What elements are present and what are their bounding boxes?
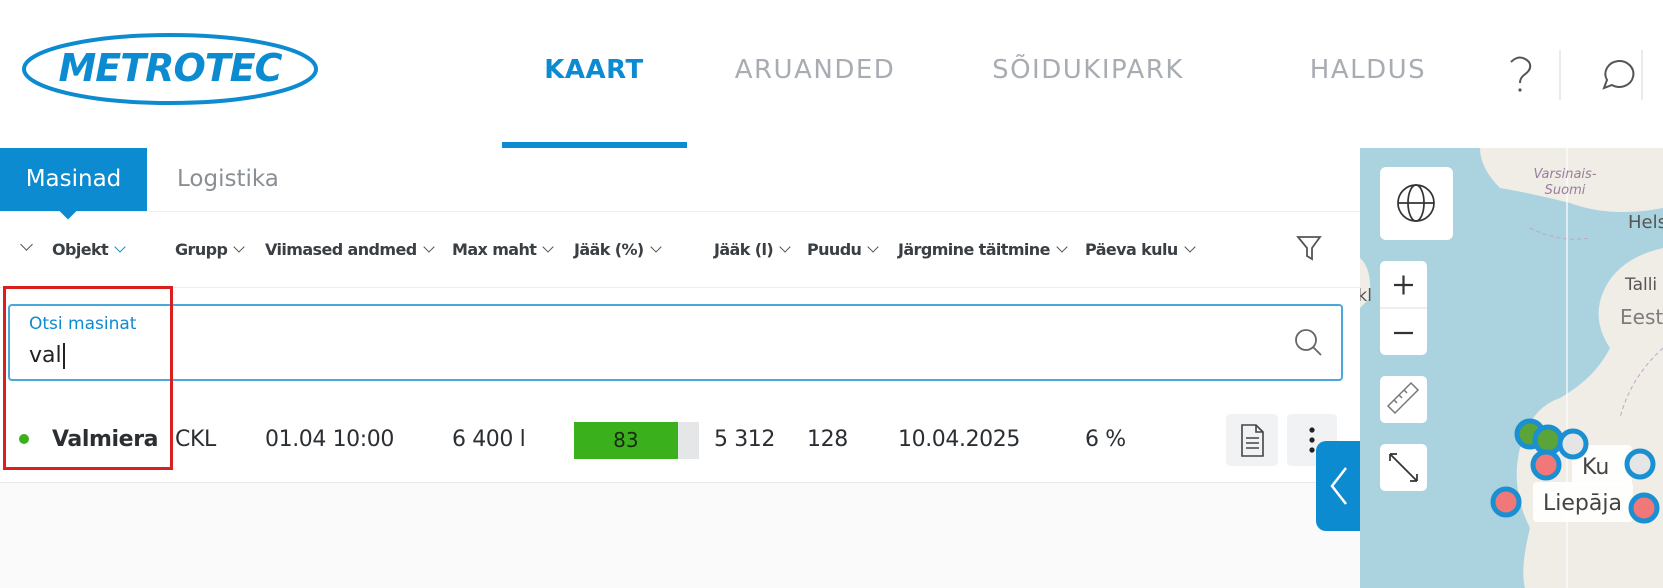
nav-underline [502,142,687,148]
cell: 10.04.2025 [898,427,1020,452]
tab[interactable]: Logistika [177,166,279,192]
status-dot [19,434,29,444]
column-header[interactable]: Päeva kulu [1085,240,1194,259]
map-label: Hels [1628,212,1663,233]
help-icon[interactable] [1510,56,1532,84]
map-label: ckl [1360,286,1372,306]
land [1480,148,1663,212]
column-header[interactable]: Grupp [175,240,243,259]
cell: 6 400 l [452,427,526,452]
column-header[interactable]: Max maht [452,240,552,259]
column-header[interactable]: Objekt [52,240,124,259]
map-label: Liepāja [1543,491,1622,516]
level-fill: 83 [574,422,678,459]
column-header[interactable]: Jääk (%) [574,240,660,259]
marker[interactable] [1624,448,1656,480]
logo-text: METROTEC [58,46,282,90]
marker[interactable] [1532,424,1564,456]
search-icon[interactable] [1294,328,1324,358]
column-header[interactable]: Viimased andmed [265,240,433,259]
cell: 01.04 10:00 [265,427,394,452]
help-dot [1518,88,1522,92]
logo[interactable]: METROTEC [20,32,320,106]
zoom-icons [1394,275,1413,335]
marker[interactable] [1628,492,1660,524]
search-value[interactable]: val [29,343,65,369]
search-label: Otsi masinat [29,314,137,334]
level-value: 83 [613,428,639,452]
machine-name[interactable]: Valmiera [52,427,159,452]
empty-area [0,483,1360,588]
chat-icon[interactable] [1602,59,1635,90]
level-bar: 83 [574,422,699,459]
fullscreen-icon [1389,453,1418,482]
border [1529,227,1663,419]
header: METROTEC KAART ARUANDED SÕIDUKIPARK HALD… [0,0,1663,148]
cell: 128 [807,427,848,452]
highlight-box [3,286,173,470]
tab-bar [0,148,1360,212]
ruler-button[interactable] [1380,376,1427,423]
collapse-tab[interactable] [1316,441,1360,531]
map-label: Ku [1582,455,1609,480]
marker[interactable] [1557,428,1589,460]
column-header[interactable]: Järgmine täitmine [898,240,1066,259]
map-label: Eest [1620,305,1663,329]
map[interactable]: Varsinais-Suomi Hels Talli Eest ckl Ku L… [1360,148,1663,588]
map-label: Varsinais-Suomi [1533,167,1596,198]
nav-item[interactable]: HALDUS [1309,55,1427,85]
ruler-icon [1386,381,1420,415]
marker[interactable] [1530,449,1562,481]
markers [1490,418,1660,524]
header-icons [1510,50,1643,100]
column-header[interactable]: Jääk (l) [714,240,789,259]
nav-item[interactable]: ARUANDED [734,55,896,85]
cell: CKL [175,427,216,452]
row-divider [0,482,1340,483]
column-header[interactable]: Puudu [807,240,877,259]
document-button[interactable] [1226,414,1278,466]
map-label: Talli [1624,275,1657,295]
marker[interactable] [1490,486,1522,518]
land [1360,258,1371,308]
globe-icon [1397,184,1435,222]
header-divider [0,287,1360,288]
label-bg [1572,445,1632,485]
cell: 6 % [1085,427,1126,452]
nav-item[interactable]: KAART [544,55,644,85]
filter-icon[interactable] [1296,234,1324,264]
search-box[interactable]: Otsi masinat val [8,304,1343,381]
tab-active[interactable]: Masinad [0,148,147,211]
cell: 5 312 [714,427,775,452]
nav-item[interactable]: SÕIDUKIPARK [992,55,1184,85]
label-bg [1533,482,1633,522]
